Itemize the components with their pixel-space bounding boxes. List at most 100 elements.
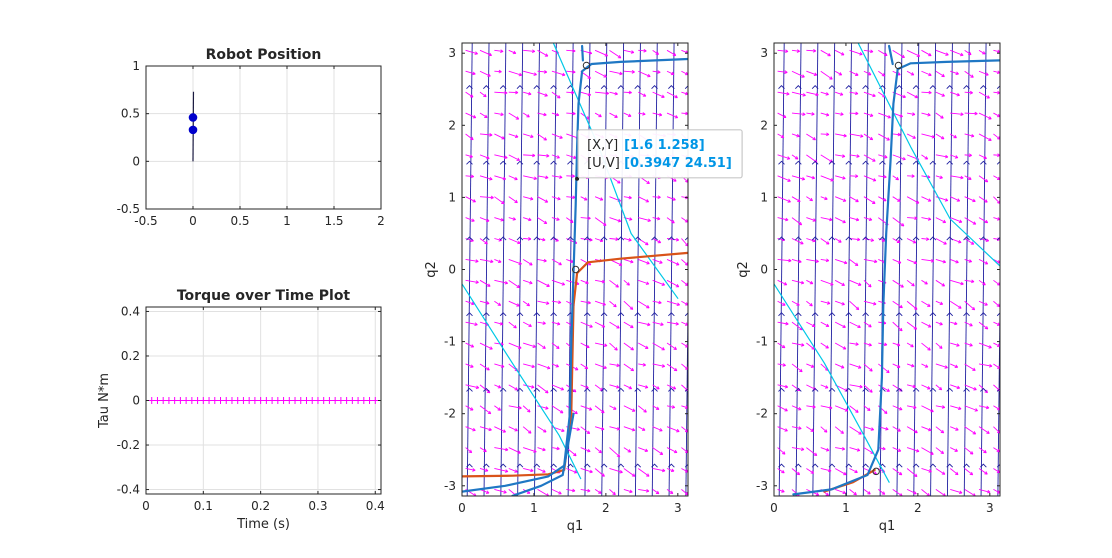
field-arrow-head: [556, 446, 560, 451]
field-arrow: [523, 342, 536, 348]
field-arrow-head: [960, 281, 964, 286]
field-arrow-head: [984, 389, 989, 394]
field-arrow: [834, 488, 846, 494]
field-line: [829, 43, 836, 496]
field-arrow: [964, 217, 977, 225]
field-arrow-head: [616, 363, 620, 368]
field-arrow-head: [631, 408, 636, 412]
field-arrow: [666, 447, 678, 454]
field-arrow: [623, 405, 636, 412]
field-arrow-head: [868, 342, 872, 347]
field-arrow: [993, 426, 1000, 434]
y-tick-label: 0.2: [121, 349, 140, 363]
field-arrow: [623, 384, 632, 390]
field-arrow-head: [628, 385, 633, 390]
field-arrow-head: [647, 218, 651, 223]
field-arrow: [465, 70, 476, 75]
field-arrow-head: [969, 343, 973, 347]
field-arrow: [681, 49, 688, 54]
field-arrow-head: [825, 448, 830, 452]
field-arrow-head: [643, 48, 647, 53]
field-arrow-head: [838, 72, 843, 76]
field-arrow: [494, 49, 504, 52]
field-arrow: [964, 447, 974, 455]
trajectory-marker: [582, 61, 591, 70]
field-arrow: [806, 279, 814, 285]
field-arrow: [479, 447, 487, 453]
field-arrow-head: [928, 52, 932, 57]
field-line: [534, 43, 540, 496]
field-arrow: [537, 405, 549, 410]
field-arrow-head: [941, 73, 945, 78]
field-arrow-head: [587, 75, 591, 79]
field-arrow-head: [927, 303, 931, 307]
field-arrow-head: [984, 326, 989, 330]
field-chevron: [963, 85, 970, 89]
field-arrow-head: [673, 367, 678, 372]
field-arrow: [806, 49, 816, 52]
field-chevron: [895, 160, 903, 165]
field-arrow: [508, 133, 519, 138]
field-arrow: [623, 447, 631, 453]
field-arrow-head: [825, 92, 829, 96]
field-arrow: [465, 300, 475, 305]
field-arrow-head: [942, 259, 947, 264]
field-line: [946, 43, 953, 496]
field-arrow-head: [826, 301, 831, 305]
field-arrow-head: [911, 363, 915, 368]
field-arrow: [638, 258, 650, 265]
series-trajectory: [792, 59, 1000, 496]
field-arrow: [921, 279, 928, 285]
field-arrow: [551, 363, 559, 368]
field-arrow: [551, 342, 560, 349]
field-arrow: [494, 405, 501, 411]
field-arrow: [834, 426, 844, 434]
field-arrow: [950, 154, 959, 159]
field-arrow-head: [842, 346, 847, 350]
field-chevron: [778, 463, 785, 468]
field-line: [862, 43, 869, 496]
field-arrow: [494, 258, 502, 263]
field-arrow-head: [601, 473, 605, 477]
field-arrow: [551, 238, 559, 242]
field-arrow-head: [614, 114, 618, 118]
field-arrow-head: [911, 174, 915, 178]
field-chevron: [533, 312, 541, 317]
field-arrow-head: [826, 132, 830, 137]
field-arrow-head: [675, 262, 680, 266]
field-arrow-head: [472, 71, 476, 76]
field-arrow-head: [988, 137, 992, 141]
field-chevron: [778, 312, 785, 317]
field-arrow: [935, 258, 946, 263]
field-arrow-head: [838, 239, 842, 243]
field-chevron: [668, 85, 675, 89]
field-arrow: [523, 196, 534, 200]
field-arrow: [878, 49, 888, 56]
field-arrow-head: [869, 368, 873, 372]
field-arrow: [479, 175, 493, 180]
field-arrow-head: [856, 237, 861, 242]
field-arrow: [609, 405, 617, 410]
field-arrow-head: [958, 305, 962, 309]
field-chevron: [482, 463, 490, 468]
field-arrow-head: [555, 112, 560, 117]
field-arrow: [806, 321, 816, 327]
field-arrow: [681, 91, 688, 95]
field-arrow-head: [883, 410, 888, 414]
field-arrow: [594, 217, 607, 226]
field-arrow: [820, 175, 834, 182]
chart-title: Robot Position: [206, 47, 322, 63]
field-arrow: [537, 342, 546, 349]
field-arrow-head: [800, 280, 805, 285]
field-arrow-head: [500, 49, 504, 53]
field-arrow-head: [958, 406, 962, 410]
field-arrow: [522, 405, 531, 413]
field-arrow: [537, 279, 550, 287]
field-arrow: [465, 279, 479, 283]
field-arrow-head: [974, 408, 978, 412]
field-arrow-head: [630, 367, 635, 372]
field-arrow-head: [914, 306, 918, 310]
field-arrow: [566, 258, 574, 263]
field-arrow-head: [561, 428, 565, 433]
field-arrow-head: [471, 218, 475, 222]
